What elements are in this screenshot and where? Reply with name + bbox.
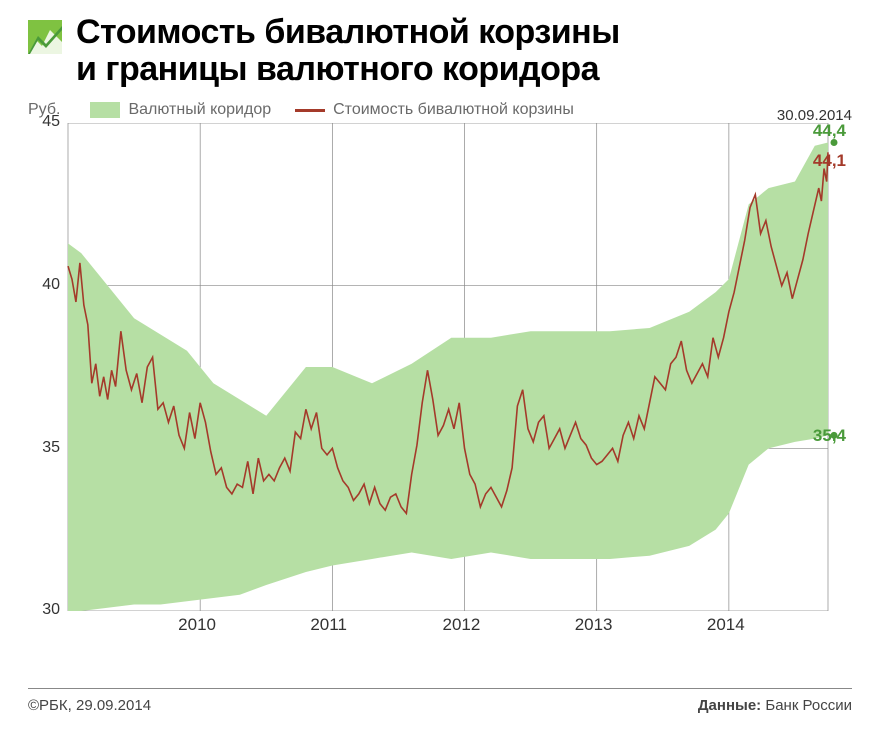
chart: 30354045 20102011201220132014 30.09.2014… bbox=[28, 123, 852, 643]
end-line-value: 44,1 bbox=[813, 151, 846, 171]
y-tick-label: 40 bbox=[28, 276, 60, 294]
footer-right: Данные: Банк России bbox=[698, 697, 852, 714]
legend-item-corridor: Валютный коридор bbox=[90, 101, 271, 119]
x-tick-label: 2014 bbox=[707, 615, 745, 635]
legend-item-basket: Стоимость бивалютной корзины bbox=[295, 101, 574, 119]
x-tick-label: 2012 bbox=[443, 615, 481, 635]
x-tick-label: 2010 bbox=[178, 615, 216, 635]
legend: Руб. Валютный коридор Стоимость бивалютн… bbox=[0, 95, 880, 123]
header: Стоимость бивалютной корзины и границы в… bbox=[0, 0, 880, 95]
area-swatch-icon bbox=[90, 102, 120, 118]
end-lower-value: 35,4 bbox=[813, 426, 846, 446]
end-upper-value: 44,4 bbox=[813, 121, 846, 141]
y-tick-label: 45 bbox=[28, 113, 60, 131]
line-swatch-icon bbox=[295, 109, 325, 112]
chart-svg bbox=[28, 123, 852, 611]
page-title: Стоимость бивалютной корзины и границы в… bbox=[76, 14, 620, 87]
footer: ©РБК, 29.09.2014 Данные: Банк России bbox=[28, 688, 852, 714]
footer-left: ©РБК, 29.09.2014 bbox=[28, 697, 151, 714]
x-tick-label: 2013 bbox=[575, 615, 613, 635]
title-line1: Стоимость бивалютной корзины bbox=[76, 13, 620, 51]
x-tick-label: 2011 bbox=[310, 615, 347, 635]
title-line2: и границы валютного коридора bbox=[76, 50, 599, 88]
y-tick-label: 35 bbox=[28, 439, 60, 457]
y-tick-label: 30 bbox=[28, 601, 60, 619]
logo-icon bbox=[28, 20, 62, 54]
